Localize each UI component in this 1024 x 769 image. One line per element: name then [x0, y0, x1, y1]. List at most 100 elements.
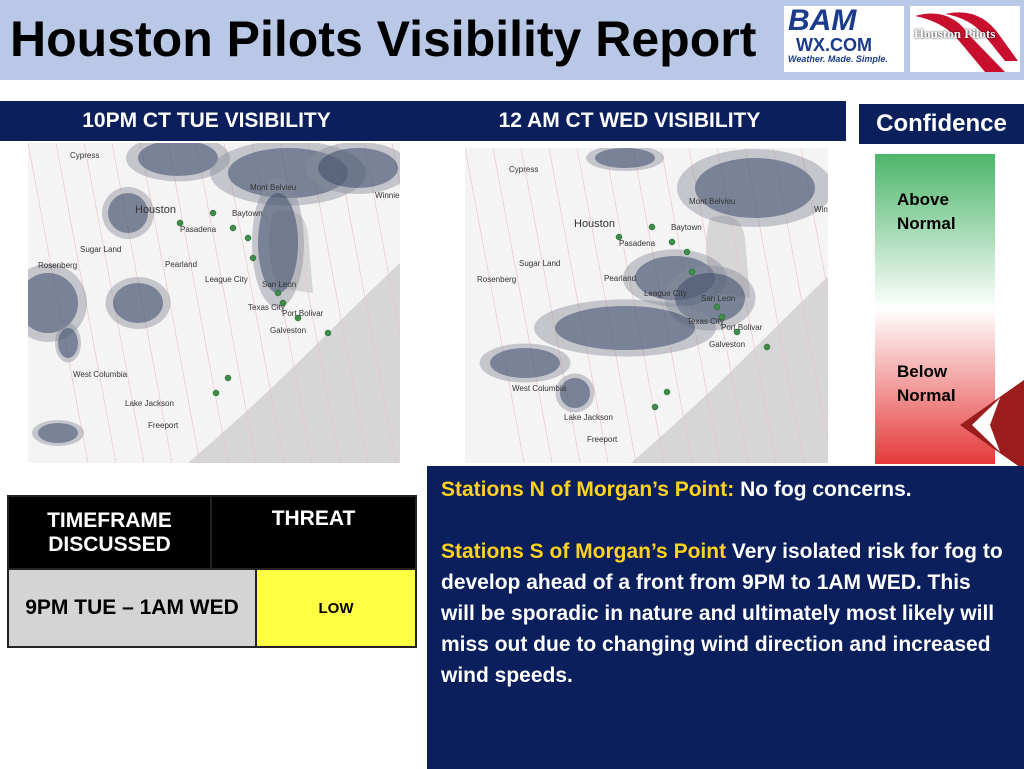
pointer — [960, 380, 1024, 470]
fog-area — [560, 378, 590, 408]
map-label: Galveston — [709, 340, 745, 349]
fog-area — [138, 143, 218, 176]
logo-text: WX.COM — [796, 35, 872, 55]
map-label: Rosenberg — [38, 261, 77, 270]
map-gulf — [188, 263, 400, 463]
map-label: League City — [644, 289, 687, 298]
station — [209, 209, 217, 217]
logo-mark — [915, 12, 1018, 72]
map-label: Pearland — [604, 274, 636, 283]
fog-area — [695, 158, 815, 218]
map-title: 12 AM CT WED VISIBILITY — [413, 101, 846, 141]
station — [176, 219, 184, 227]
map-label: Texas City — [248, 303, 285, 312]
fog-area — [28, 273, 78, 333]
map-label: Pearland — [165, 260, 197, 269]
station — [274, 289, 282, 297]
map-label: Cypress — [509, 165, 538, 174]
map-label: Pasadena — [619, 239, 656, 248]
fog-area — [675, 273, 745, 323]
map-road — [800, 148, 828, 294]
note-label: Stations N of Morgan’s Point: — [441, 478, 735, 501]
station — [224, 374, 232, 382]
station — [763, 343, 771, 351]
confidence-above: Above Normal — [897, 190, 956, 233]
fog-area — [595, 148, 655, 168]
map-road — [492, 148, 553, 463]
station — [718, 313, 726, 321]
fog-area — [258, 193, 298, 293]
fog-area — [318, 148, 398, 188]
map-label: League City — [205, 275, 248, 284]
station — [668, 238, 676, 246]
station — [212, 389, 220, 397]
map-road — [167, 143, 229, 463]
map-label: Baytown — [232, 209, 263, 218]
map-road — [335, 143, 397, 463]
note-text: No fog concerns. — [740, 478, 912, 501]
map-label: West Columbia — [73, 370, 128, 379]
confidence-scale: Above Normal Below Normal — [875, 154, 995, 464]
station — [648, 223, 656, 231]
map-label: Baytown — [671, 223, 702, 232]
logo-text: BAM — [788, 4, 857, 37]
pilots-logo: Houston Pilots — [910, 6, 1020, 72]
map-label: Freeport — [587, 435, 618, 444]
map-road — [520, 148, 581, 463]
logo-text: Weather. Made. Simple. — [788, 54, 888, 64]
map-label: Houston — [574, 218, 615, 230]
map-road — [139, 143, 201, 463]
map-label: Houston — [135, 204, 176, 216]
map: Cypress Houston Pasadena Sugar Land Pearland… — [28, 143, 400, 463]
map-label: West Columbia — [512, 384, 567, 393]
logo-text: Houston Pilots — [914, 26, 996, 41]
map-road — [363, 143, 400, 337]
confidence-below: Below Normal — [897, 362, 956, 405]
map-road — [223, 143, 285, 463]
station — [244, 234, 252, 242]
map-label: Mont Belvieu — [250, 183, 296, 192]
table-cell: 9PM TUE – 1AM WED — [7, 568, 257, 648]
station — [713, 303, 721, 311]
station — [688, 268, 696, 276]
map-label: Pasadena — [180, 225, 217, 234]
table-cell: LOW — [255, 568, 417, 648]
map-label: Port Bolivar — [721, 323, 763, 332]
map-label: Cypress — [70, 151, 99, 160]
map-label: Sugar Land — [519, 259, 560, 268]
fog-area — [58, 328, 78, 358]
fog-area — [555, 306, 695, 350]
station — [733, 328, 741, 336]
station — [294, 314, 302, 322]
map-label: San Leon — [262, 280, 296, 289]
station — [663, 388, 671, 396]
map-road — [465, 148, 525, 463]
bam-logo: BAM WX.COM Weather. Made. Simple. — [784, 6, 904, 72]
note-label: Stations S of Morgan’s Point — [441, 540, 727, 563]
station — [229, 224, 237, 232]
station — [324, 329, 332, 337]
map-label: Texas City — [687, 317, 724, 326]
table-header: THREAT — [210, 495, 417, 570]
title: Houston Pilots Visibility Report — [10, 11, 757, 67]
fog-area — [113, 283, 163, 323]
map-label: Freeport — [148, 421, 179, 430]
map-road — [55, 143, 117, 463]
map: Cypress Houston Pasadena Sugar Land Pearland… — [465, 148, 828, 463]
station — [249, 254, 257, 262]
fog-area — [228, 148, 348, 198]
map-label: Mont Belvieu — [689, 197, 735, 206]
map-title: 10PM CT TUE VISIBILITY — [0, 101, 413, 141]
station — [683, 248, 691, 256]
fog-area — [38, 423, 78, 443]
map-label: Sugar Land — [80, 245, 121, 254]
station — [651, 403, 659, 411]
note: Stations N of Morgan’s Point: No fog con… — [441, 474, 1010, 505]
fog-area — [108, 193, 148, 233]
map-road — [548, 148, 609, 463]
map-label: San Leon — [701, 294, 735, 303]
note: Stations S of Morgan’s Point Very isolat… — [441, 536, 1010, 691]
note-text: Very isolated risk for fog to develop ah… — [441, 540, 1003, 687]
map-label: Lake Jackson — [564, 413, 613, 422]
